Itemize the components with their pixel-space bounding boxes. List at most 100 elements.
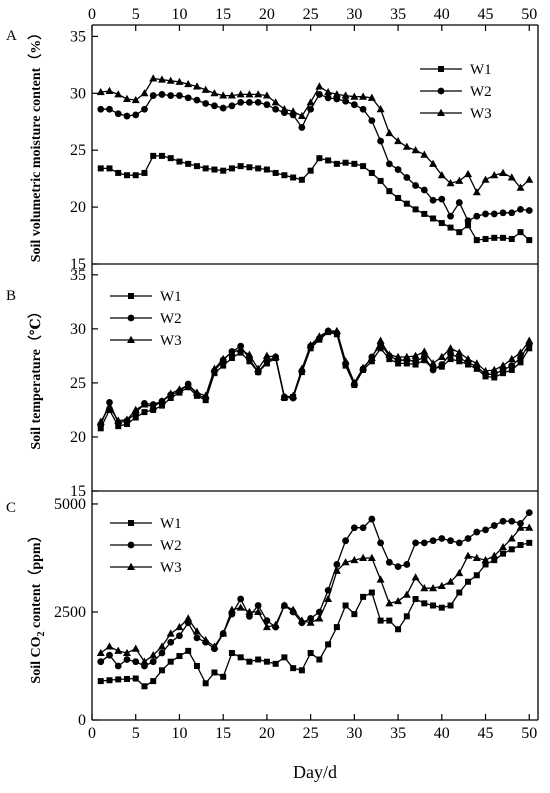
panel-2-series-w2-point-3	[114, 662, 122, 670]
panel-2-series-w1-point-26	[316, 656, 323, 663]
panel-0-series-w2-point-33	[377, 137, 384, 145]
panel-0-series-w3-point-22	[280, 105, 289, 113]
panel-0-series-w1-point-39	[430, 215, 437, 222]
panel-0-series-w3-point-34	[385, 128, 394, 137]
panel-2-series-w2-point-48	[508, 517, 516, 525]
panel-2-series-w2-point-2	[106, 651, 113, 659]
panel-0-series-w3-point-38	[420, 150, 429, 158]
panel-0-series-w3-point-28	[332, 90, 341, 98]
panel-2-series-w1-point-35	[395, 626, 402, 633]
panel-0-series-w3-point-8	[157, 75, 166, 83]
panel-0-series-w2-point-18	[246, 98, 253, 106]
top-tick-label-5: 5	[132, 6, 140, 23]
panel-0-series-w1-point-37	[412, 206, 419, 213]
panel-label-c: C	[6, 500, 16, 516]
panel-0-series-w1-point-22	[281, 172, 288, 179]
panel-0-ytick-label-20: 20	[70, 199, 86, 216]
panel-1-series-w1-point-17	[237, 349, 244, 356]
panel-1-series-w3-point-47	[499, 361, 508, 369]
panel-0-series-w2-point-9	[167, 92, 175, 99]
panel-2-series-w3-point-4	[122, 648, 131, 657]
panel-0-series-w2-point-7	[149, 92, 157, 99]
panel-0-legend-w2-label: W2	[470, 84, 492, 100]
panel-0-series-w1-point-6	[141, 169, 148, 176]
panel-0-series-w3-point-21	[271, 98, 280, 106]
panel-0-series-w3-point-40	[437, 171, 446, 179]
panel-2-series-w2-point-34	[385, 558, 393, 566]
panel-0-series-w3-point-27	[324, 87, 333, 96]
panel-0-series-w2-point-32	[368, 117, 376, 124]
panel-2-series-w3-point-21	[271, 620, 280, 628]
panel-0-series-w3-point-39	[429, 159, 438, 167]
panel-0-series-w3-point-12	[192, 82, 201, 90]
panel-1-series-w3-point-24	[297, 364, 306, 372]
panel-b-y-ticks: 15 20 25 30 35	[70, 267, 98, 500]
panel-b-y-axis-label: Soil temperature（℃）	[28, 304, 44, 449]
panel-2-series-w2-point-7	[149, 658, 157, 666]
panel-2-series-w3-point-12	[192, 627, 201, 635]
panel-2-series-w2-point-45	[482, 526, 489, 534]
panel-2-series-w2-point-43	[464, 535, 472, 542]
panel-1-series-w3-point-21	[271, 352, 280, 360]
panel-1-series-w3-point-49	[516, 348, 525, 356]
panel-2-series-w3-point-1	[96, 648, 105, 657]
top-tick-label-50: 50	[521, 6, 537, 23]
panel-0-series-w3-point-45	[481, 175, 490, 183]
panel-0-series-w1-point-19	[255, 165, 262, 172]
panel-2-series-w3-point-25	[306, 618, 315, 626]
panel-1-series-w3-point-38	[420, 347, 429, 355]
panel-0-series-w3-point-1	[96, 87, 105, 96]
panel-2-series-w2-point-33	[377, 539, 384, 547]
panel-2-series-w1-point-34	[386, 617, 393, 624]
panel-0-series-w3-point-4	[122, 94, 131, 102]
panel-1-series-w1-point-6	[141, 409, 148, 416]
panel-0-series-w3-point-14	[210, 89, 219, 97]
panel-1-series-w3-point-43	[464, 354, 473, 363]
panel-1-series-w3-point-31	[359, 363, 368, 371]
panel-0-series-w3-point-26	[315, 82, 324, 90]
panel-0-series-w2-point-46	[490, 210, 498, 218]
top-tick-label-15: 15	[215, 6, 231, 23]
panel-0-series-w1-point-32	[368, 169, 375, 176]
panel-2-series-w2-point-5	[132, 658, 140, 666]
panel-0-series-w1-point-24	[298, 176, 305, 183]
panel-1-series-w3-point-18	[245, 350, 254, 358]
panel-1-series-w3-point-6	[140, 400, 149, 408]
panel-2-series-w3-point-29	[341, 558, 350, 566]
panel-2-series-w3-point-44	[472, 553, 481, 561]
panel-0-series-w3-point-41	[446, 178, 455, 187]
panel-2-series-w2-point-32	[368, 515, 376, 523]
panel-0-series-w3-point-48	[507, 173, 516, 181]
bottom-tick-label-0: 0	[88, 725, 96, 742]
panel-2-ytick-label-0: 0	[78, 712, 86, 729]
panel-0-series-w3-point-24	[297, 111, 306, 120]
panel-0-series-w1-point-14	[211, 166, 218, 173]
panel-2-series-w3-point-27	[324, 594, 333, 603]
panel-1-series-w2-point-42	[455, 354, 463, 362]
top-tick-label-20: 20	[259, 6, 275, 23]
panel-0-series-w1-point-10	[176, 158, 183, 165]
panel-2-series-w1-point-2	[106, 677, 113, 684]
panel-0-series-w1-point-29	[342, 159, 349, 166]
panel-0-series-w1-point-44	[473, 237, 480, 244]
panel-2-series-w1-point-12	[193, 662, 200, 669]
panel-0-series-w1-point-41	[447, 224, 454, 231]
panel-2-series-w1-point-6	[141, 683, 148, 690]
panel-0-series-w2-point-43	[464, 217, 472, 225]
panel-1-series-w3-point-42	[455, 348, 464, 356]
panel-1-series-w3-point-46	[490, 365, 499, 373]
panel-1-series-w3-point-30	[350, 378, 359, 386]
panel-0-series-w2-point-50	[525, 207, 533, 214]
panel-0-series-w2-point-42	[455, 199, 463, 206]
panel-2-series-w1-point-23	[290, 665, 297, 672]
panel-2-ytick-label-2500: 2500	[54, 604, 86, 621]
panel-0-series-w1-point-27	[325, 157, 332, 164]
panel-0-series-w3-point-2	[105, 86, 114, 95]
panel-2-series-w3-point-15	[219, 629, 228, 637]
panel-0-legend-w3-marker	[437, 108, 445, 116]
panel-2-series-w2-point-31	[359, 524, 367, 532]
panel-c-y-axis-label: Soil CO2 content（ppm）	[28, 528, 47, 683]
panel-0-series-w1-point-38	[421, 210, 428, 217]
panel-1-legend-w1-marker	[128, 293, 134, 299]
panel-0-series-w3-point-5	[131, 95, 140, 104]
